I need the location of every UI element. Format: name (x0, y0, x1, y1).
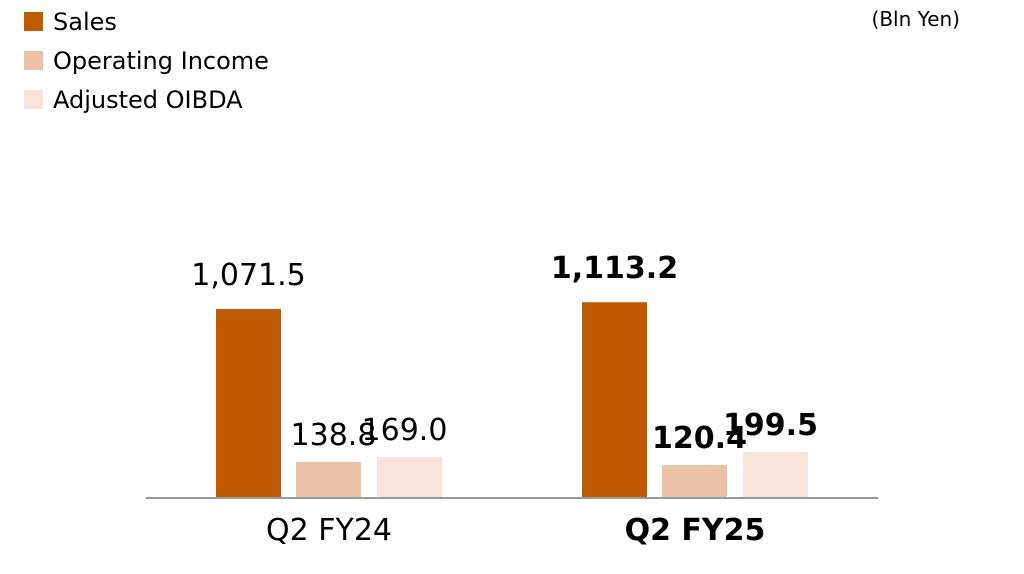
data-label: 120.4 (652, 421, 747, 456)
bar-operating-income (296, 462, 361, 498)
data-label: 138.8 (291, 418, 377, 453)
data-label: 169.0 (362, 413, 448, 448)
legend-label: Sales (53, 8, 117, 36)
legend-swatch (24, 12, 43, 31)
category-label: Q2 FY24 (266, 513, 392, 548)
legend-label: Operating Income (53, 47, 269, 75)
data-label: 1,071.5 (191, 258, 306, 293)
legend-label: Adjusted OIBDA (53, 86, 243, 114)
bar-operating-income (662, 465, 727, 498)
bar-adjusted-oibda (377, 457, 442, 498)
unit-label: (Bln Yen) (872, 7, 960, 31)
bar-sales (216, 309, 281, 498)
data-label: 199.5 (723, 408, 818, 443)
legend-swatch (24, 90, 43, 109)
legend-swatch (24, 51, 43, 70)
bar-adjusted-oibda (743, 452, 808, 498)
data-label: 1,113.2 (551, 251, 678, 286)
bar-sales (582, 302, 647, 498)
category-label: Q2 FY25 (625, 513, 766, 548)
